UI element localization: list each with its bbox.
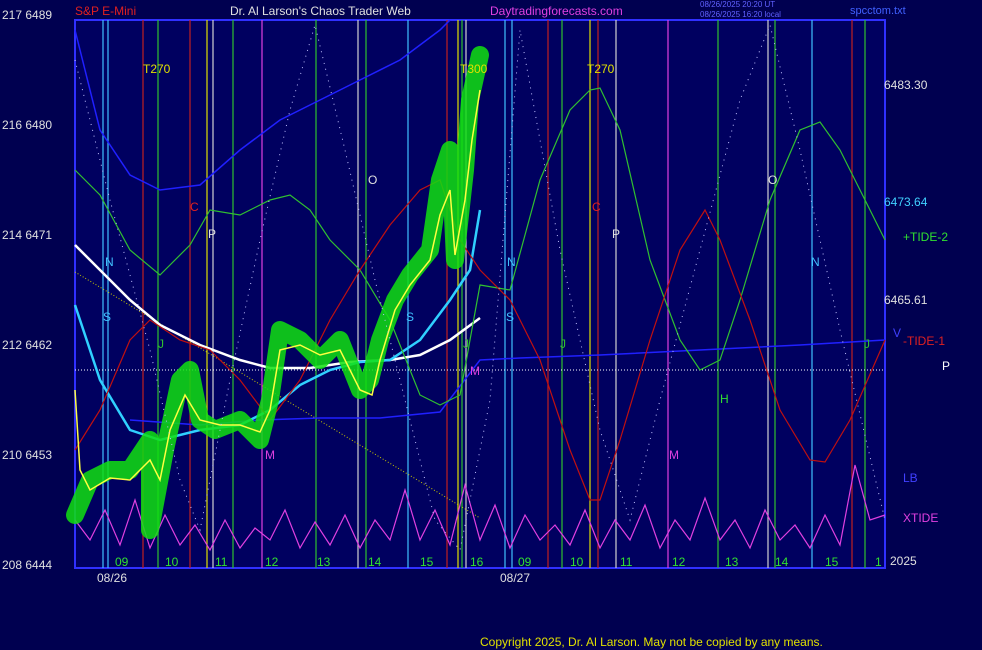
hour-label: 13: [317, 555, 331, 569]
hour-label: 10: [165, 555, 179, 569]
right-label: -TIDE-1: [903, 334, 945, 348]
plot-area: [74, 19, 886, 569]
y-tick-label: 208 6444: [2, 558, 52, 572]
y-tick-label: 216 6480: [2, 118, 52, 132]
right-label: LB: [903, 471, 918, 485]
marker-label: J: [560, 337, 566, 351]
marker-label: S: [506, 310, 514, 324]
hour-label: 09: [115, 555, 129, 569]
marker-label: T270: [143, 62, 171, 76]
hour-label: 15: [420, 555, 434, 569]
marker-label: S: [103, 310, 111, 324]
tide-minus: [74, 179, 886, 501]
tide-plus: [74, 87, 886, 406]
right-label: 6465.61: [884, 293, 928, 307]
y-tick-label: 212 6462: [2, 338, 52, 352]
marker-label: O: [368, 173, 377, 187]
marker-label: T270: [587, 62, 615, 76]
hour-label: 15: [825, 555, 839, 569]
trend-line: [74, 271, 481, 519]
hour-label: 11: [215, 555, 228, 569]
file-name: spcctom.txt: [850, 5, 906, 17]
hour-label: 12: [265, 555, 279, 569]
hour-label: 11: [620, 555, 633, 569]
marker-label: J: [864, 337, 870, 351]
band-upper: [74, 19, 451, 191]
right-label: 6473.64: [884, 195, 928, 209]
hour-label: 13: [725, 555, 739, 569]
price-glow: [66, 46, 489, 539]
average-cyan: [73, 209, 482, 442]
marker-label: J: [158, 337, 164, 351]
hour-label: 16: [470, 555, 484, 569]
marker-label: M: [669, 448, 679, 462]
hour-label: 12: [672, 555, 686, 569]
price-line: [74, 89, 481, 492]
marker-label: O: [768, 173, 777, 187]
title: Dr. Al Larson's Chaos Trader Web: [230, 4, 411, 18]
right-label: V: [893, 326, 901, 340]
hour-label: 14: [368, 555, 382, 569]
hour-label: 09: [518, 555, 532, 569]
marker-label: P: [612, 227, 620, 241]
hour-label: 10: [570, 555, 584, 569]
xtide: [74, 464, 886, 552]
y-tick-label: 214 6471: [2, 228, 52, 242]
marker-label: T300: [460, 62, 488, 76]
symbol: S&P E-Mini: [75, 4, 136, 18]
marker-label: N: [105, 255, 114, 269]
right-label: 6483.30: [884, 78, 928, 92]
marker-label: C: [592, 200, 601, 214]
date-label: 08/26: [97, 571, 127, 585]
y-tick-label: 210 6453: [2, 448, 52, 462]
marker-label: C: [190, 200, 199, 214]
hour-label: 14: [775, 555, 789, 569]
right-label: +TIDE-2: [903, 230, 948, 244]
marker-label: N: [811, 255, 820, 269]
marker-label: M: [470, 364, 480, 378]
site-link: Daytradingforecasts.com: [490, 4, 623, 18]
marker-label: N: [507, 255, 516, 269]
y-tick-label: 217 6489: [2, 8, 52, 22]
marker-label: P: [208, 227, 216, 241]
marker-label: J: [463, 337, 469, 351]
hour-label: 1: [875, 555, 882, 569]
right-label: 2025: [890, 554, 917, 568]
right-label: P: [942, 359, 950, 373]
marker-label: M: [265, 448, 275, 462]
timestamp: 08/26/2025 20:20 UT: [700, 0, 775, 9]
marker-label: S: [406, 310, 414, 324]
dotted-curves: [74, 23, 886, 552]
timestamp: 08/26/2025 16:20 local: [700, 10, 781, 19]
marker-label: H: [720, 392, 729, 406]
right-label: XTIDE: [903, 511, 938, 525]
copyright: Copyright 2025, Dr. Al Larson. May not b…: [480, 635, 823, 649]
date-label: 08/27: [500, 571, 530, 585]
